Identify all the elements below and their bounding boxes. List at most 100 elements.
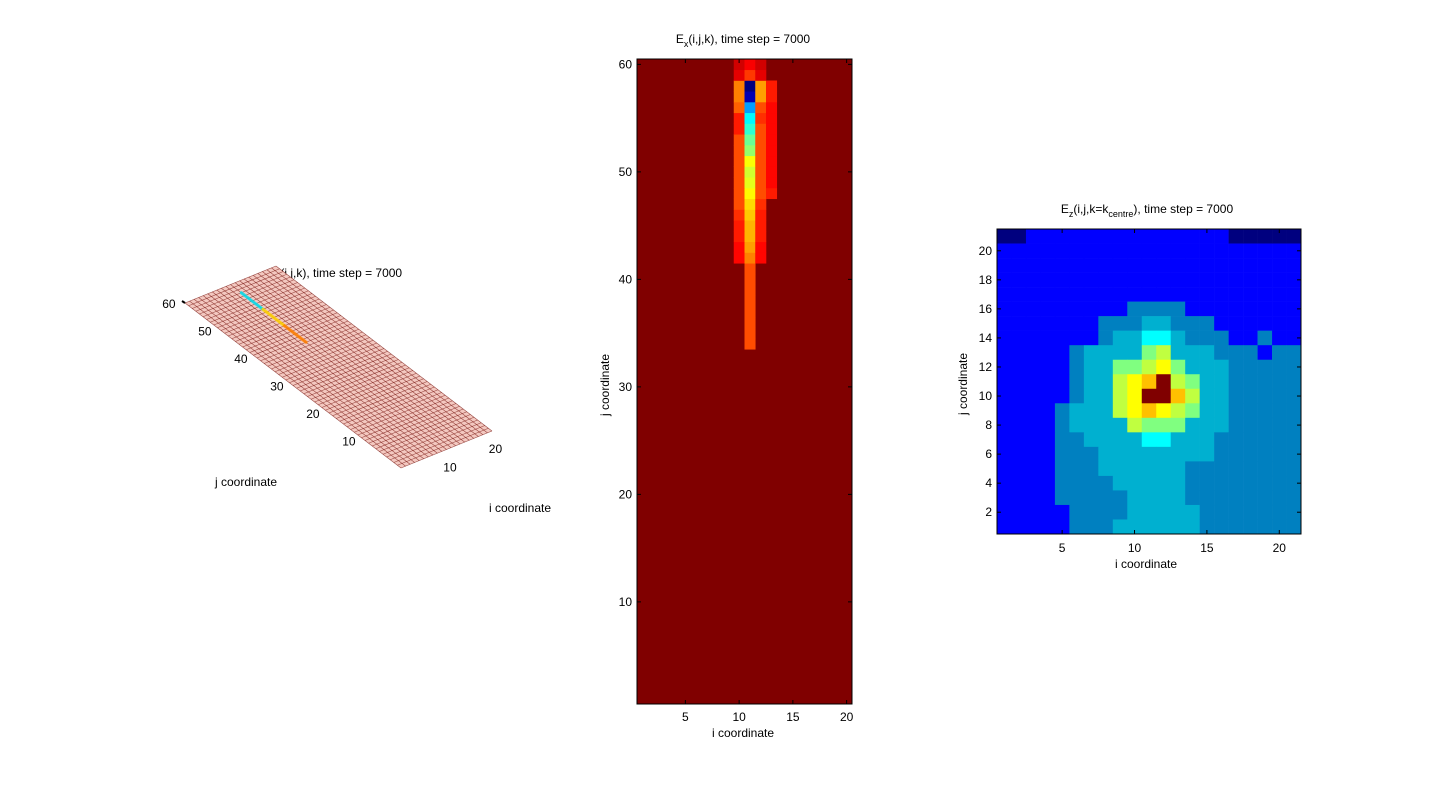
ey-surface-plot: Ey(i,j,k), time step = 7000 102030405060… xyxy=(162,265,551,515)
ex-heatmap-cell xyxy=(755,123,767,135)
ez-heatmap-cell xyxy=(1025,432,1041,448)
ey-mesh-line xyxy=(289,345,381,384)
ez-heatmap-cell xyxy=(997,287,1012,302)
ez-heatmap-cell xyxy=(1199,388,1215,404)
ez-heatmap-cell xyxy=(1185,432,1200,448)
ez-heatmap-cell xyxy=(1083,446,1099,462)
ez-heatmap-cell xyxy=(1083,519,1099,535)
ez-heatmap-cell xyxy=(1054,316,1070,331)
ez-heatmap-cell xyxy=(1025,243,1041,259)
ez-heatmap-cell xyxy=(1069,461,1085,477)
ex-heatmap-cell xyxy=(766,112,778,124)
ez-heatmap-cell xyxy=(1040,287,1056,302)
ez-heatmap-cell xyxy=(1127,504,1143,520)
ez-heatmap-cell xyxy=(1127,417,1143,433)
ez-heatmap-cell xyxy=(1185,446,1200,462)
ez-heatmap-cell xyxy=(1156,475,1172,491)
ez-heatmap-cell xyxy=(1083,229,1099,244)
ez-heatmap-cell xyxy=(1228,432,1244,448)
ez-heatmap-cell xyxy=(1286,446,1302,462)
ez-heatmap-cell xyxy=(1156,258,1172,273)
ez-heatmap-cell xyxy=(1069,432,1085,448)
ez-heatmap-cell xyxy=(1011,345,1027,361)
ex-heatmap-cell xyxy=(744,284,756,296)
ey-ylabel: j coordinate xyxy=(214,475,277,489)
ez-heatmap-cell xyxy=(1025,461,1041,477)
ex-heatmap-cell xyxy=(733,123,745,135)
ex-heatmap-cell xyxy=(733,220,745,232)
ez-heatmap-cell xyxy=(1098,359,1114,375)
ez-heatmap-cell xyxy=(1054,243,1070,259)
ex-heatmap-cell xyxy=(733,241,745,253)
ez-heatmap-cell xyxy=(997,432,1012,448)
ez-heatmap-cell xyxy=(1112,359,1128,375)
ez-heatmap-cell xyxy=(1185,345,1200,361)
ex-heatmap-cell xyxy=(744,220,756,232)
ex-heatmap-cell xyxy=(755,91,767,103)
ez-heatmap-cell xyxy=(1214,345,1229,361)
ey-surface-mesh xyxy=(181,265,493,469)
ez-heatmap-cell xyxy=(1127,403,1143,419)
ex-heatmap-cell xyxy=(755,134,767,146)
ez-heatmap-cell xyxy=(1069,475,1085,491)
ez-heatmap-cell xyxy=(1272,490,1287,506)
ez-y-tick-label: 14 xyxy=(979,331,993,345)
ez-heatmap-cell xyxy=(1112,417,1128,433)
ez-heatmap-cell xyxy=(1199,446,1215,462)
ez-heatmap-cell xyxy=(1257,345,1273,361)
ez-heatmap-cell xyxy=(1054,287,1070,302)
ez-heatmap-cell xyxy=(1243,432,1258,448)
ex-heatmap-cell xyxy=(744,102,756,114)
ex-axes-box xyxy=(636,58,853,705)
ez-heatmap-cell xyxy=(1011,475,1027,491)
ez-heatmap-cell xyxy=(1272,272,1287,288)
ez-heatmap-cell xyxy=(1257,504,1273,520)
ez-heatmap-cell xyxy=(1025,345,1041,361)
ex-xlabel: i coordinate xyxy=(712,726,774,740)
ez-heatmap-cell xyxy=(1083,490,1099,506)
ez-heatmap-cell xyxy=(1228,475,1244,491)
ez-heatmap-cell xyxy=(1257,475,1273,491)
ez-heatmap-cell xyxy=(1025,504,1041,520)
ey-mesh-line xyxy=(346,389,439,428)
ez-heatmap-cell xyxy=(1199,475,1215,491)
ey-mesh-line xyxy=(386,419,478,458)
ey-mesh-line xyxy=(285,342,377,381)
ez-heatmap-cell xyxy=(997,243,1012,259)
ez-heatmap-cell xyxy=(1112,490,1128,506)
ez-heatmap-cell xyxy=(1083,287,1099,302)
ez-heatmap-cell xyxy=(1199,345,1215,361)
ez-heatmap-cell xyxy=(1040,243,1056,259)
ez-heatmap-cell xyxy=(1011,432,1027,448)
ex-heatmap-cell xyxy=(744,327,756,339)
ex-heatmap-cell xyxy=(733,209,745,221)
ez-heatmap-cell xyxy=(1199,258,1215,273)
ez-heatmap-cell xyxy=(1286,330,1302,346)
ez-heatmap-cell xyxy=(1069,272,1085,288)
ex-heatmap-cell xyxy=(755,198,767,210)
ez-heatmap-cell xyxy=(1098,316,1114,331)
ex-heatmap-cell xyxy=(733,102,745,114)
ez-heatmap-cell xyxy=(1170,345,1186,361)
ex-heatmap-cell xyxy=(766,102,778,114)
ez-heatmap-cell xyxy=(997,388,1012,404)
ez-heatmap-cell xyxy=(1112,446,1128,462)
ex-heatmap-cell xyxy=(744,252,756,264)
ez-heatmap-cell xyxy=(1025,388,1041,404)
ez-heatmap-cell xyxy=(1141,388,1157,404)
ez-heatmap-cell xyxy=(1112,243,1128,259)
ez-heatmap-cell xyxy=(1257,388,1273,404)
ez-heatmap-cell xyxy=(1040,330,1056,346)
ez-heatmap-cell xyxy=(1040,301,1056,317)
ez-heatmap-cell xyxy=(1199,359,1215,375)
ey-mesh-line xyxy=(314,364,406,403)
ez-heatmap-cell xyxy=(1243,258,1258,273)
ex-heatmap-cell xyxy=(744,231,756,243)
ez-heatmap-cell xyxy=(1185,475,1200,491)
ez-heatmap-cell xyxy=(1112,316,1128,331)
ez-heatmap-cell xyxy=(1228,243,1244,259)
ez-heatmap-cell xyxy=(1025,446,1041,462)
ez-heatmap-cell xyxy=(1054,504,1070,520)
ez-heatmap-cell xyxy=(1228,316,1244,331)
ez-heatmap-cell xyxy=(1141,504,1157,520)
